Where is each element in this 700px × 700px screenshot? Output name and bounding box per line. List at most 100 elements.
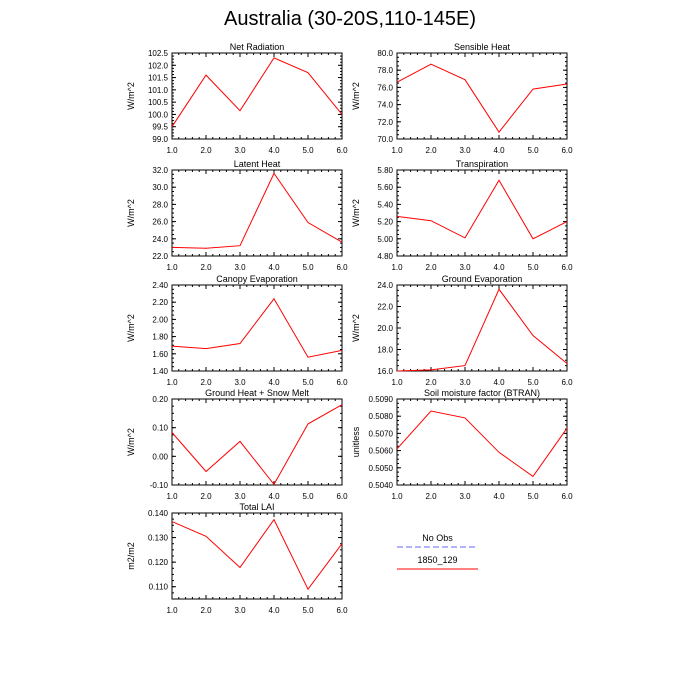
x-tick-label: 5.0: [302, 263, 314, 272]
panel-title: Transpiration: [456, 159, 508, 169]
y-axis-label: W/m^2: [126, 314, 136, 342]
y-tick-label: 24.0: [152, 235, 168, 244]
y-tick-label: 0.130: [148, 534, 169, 543]
y-tick-label: 5.80: [377, 166, 393, 175]
y-tick-label: 5.20: [377, 218, 393, 227]
y-tick-label: 80.0: [377, 49, 393, 58]
legend-label: No Obs: [422, 533, 453, 543]
y-tick-label: 22.0: [152, 252, 168, 261]
x-tick-label: 5.0: [527, 146, 539, 155]
x-tick-label: 4.0: [493, 492, 505, 501]
y-tick-label: 100.5: [148, 98, 169, 107]
x-tick-label: 1.0: [166, 378, 178, 387]
y-tick-label: 18.0: [377, 346, 393, 355]
x-tick-label: 2.0: [200, 606, 212, 615]
chart-panel: Total LAI m2/m2 1.0 2.0 3.0 4.0 5.0 6.0 0.110 0.1…: [126, 502, 348, 615]
x-tick-label: 3.0: [234, 378, 246, 387]
x-tick-label: 3.0: [234, 146, 246, 155]
y-axis-label: m2/m2: [126, 542, 136, 570]
x-tick-label: 4.0: [268, 492, 280, 501]
x-tick-label: 6.0: [336, 492, 348, 501]
x-tick-label: 1.0: [166, 146, 178, 155]
y-tick-label: 0.5090: [369, 395, 394, 404]
plot-frame: [171, 284, 343, 372]
y-tick-label: 2.40: [152, 281, 168, 290]
x-tick-label: 5.0: [302, 378, 314, 387]
y-axis-label: W/m^2: [351, 82, 361, 110]
y-tick-label: 101.0: [148, 86, 169, 95]
x-tick-label: 3.0: [459, 146, 471, 155]
y-axis-label: W/m^2: [126, 199, 136, 227]
series-line-1850-129: [171, 297, 343, 358]
panel-title: Total LAI: [239, 502, 274, 512]
y-tick-label: 5.60: [377, 183, 393, 192]
series-line-1850-129: [171, 172, 343, 249]
x-tick-label: 2.0: [200, 492, 212, 501]
series-line-1850-129: [396, 410, 568, 478]
x-tick-label: 1.0: [166, 606, 178, 615]
y-tick-label: 4.80: [377, 252, 393, 261]
x-tick-label: 1.0: [391, 378, 403, 387]
y-tick-label: 24.0: [377, 281, 393, 290]
y-tick-label: 76.0: [377, 83, 393, 92]
x-tick-label: 5.0: [302, 492, 314, 501]
y-axis-label: W/m^2: [126, 82, 136, 110]
chart-panel: Ground Evaporation W/m^2 1.0 2.0 3.0 4.0 5.0 6.…: [351, 274, 573, 387]
x-tick-label: 5.0: [527, 378, 539, 387]
y-tick-label: 0.10: [152, 424, 168, 433]
x-tick-label: 6.0: [561, 146, 573, 155]
chart-panel: Latent Heat W/m^2 1.0 2.0 3.0 4.0 5.0 6.0 22.0 24…: [126, 159, 348, 272]
y-tick-label: 2.20: [152, 298, 168, 307]
x-tick-label: 6.0: [561, 378, 573, 387]
y-tick-label: 0.5070: [369, 429, 394, 438]
x-tick-label: 5.0: [527, 263, 539, 272]
y-tick-label: 30.0: [152, 183, 168, 192]
y-tick-label: 0.5050: [369, 464, 394, 473]
x-tick-label: 2.0: [200, 378, 212, 387]
x-tick-label: 4.0: [493, 378, 505, 387]
plot-frame: [396, 398, 568, 486]
x-tick-label: 3.0: [234, 263, 246, 272]
y-tick-label: 99.5: [152, 123, 168, 132]
x-tick-label: 2.0: [425, 263, 437, 272]
panel-title: Latent Heat: [234, 159, 281, 169]
x-tick-label: 1.0: [391, 146, 403, 155]
panel-title: Canopy Evaporation: [216, 274, 298, 284]
y-tick-label: 99.0: [152, 135, 168, 144]
y-tick-label: 20.0: [377, 324, 393, 333]
series-line-1850-129: [171, 57, 343, 127]
x-tick-label: 3.0: [459, 378, 471, 387]
y-tick-label: 0.00: [152, 452, 168, 461]
x-tick-label: 4.0: [268, 378, 280, 387]
x-tick-label: 5.0: [302, 146, 314, 155]
y-tick-label: 0.5040: [369, 481, 394, 490]
series-line-1850-129: [171, 518, 343, 591]
y-tick-label: 102.5: [148, 49, 169, 58]
x-tick-label: 4.0: [268, 263, 280, 272]
y-tick-label: 16.0: [377, 367, 393, 376]
y-tick-label: 0.110: [149, 583, 169, 592]
x-tick-label: 5.0: [527, 492, 539, 501]
series-line-1850-129: [396, 63, 568, 133]
y-tick-label: 0.5060: [369, 447, 394, 456]
x-tick-label: 2.0: [425, 492, 437, 501]
legend: No Obs 1850_129: [397, 533, 478, 570]
chart-panel: Soil moisture factor (BTRAN) unitless 1.0 2…: [351, 388, 573, 501]
y-tick-label: 2.00: [152, 315, 168, 324]
plot-frame: [171, 169, 343, 257]
x-tick-label: 1.0: [391, 492, 403, 501]
y-tick-label: 5.00: [377, 235, 393, 244]
y-axis-label: W/m^2: [351, 199, 361, 227]
series-line-1850-129: [396, 288, 568, 372]
y-tick-label: 0.20: [152, 395, 168, 404]
chart-panel: Transpiration W/m^2 1.0 2.0 3.0 4.0 5.0 6.0 4.80…: [351, 159, 573, 272]
y-tick-label: 0.5080: [369, 412, 394, 421]
panel-title: Sensible Heat: [454, 42, 511, 52]
x-tick-label: 2.0: [425, 146, 437, 155]
x-tick-label: 6.0: [336, 606, 348, 615]
series-line-1850-129: [171, 404, 343, 486]
x-tick-label: 2.0: [200, 146, 212, 155]
y-tick-label: 0.120: [148, 558, 169, 567]
chart-panel: Canopy Evaporation W/m^2 1.0 2.0 3.0 4.0 5.0 6.…: [126, 274, 348, 387]
